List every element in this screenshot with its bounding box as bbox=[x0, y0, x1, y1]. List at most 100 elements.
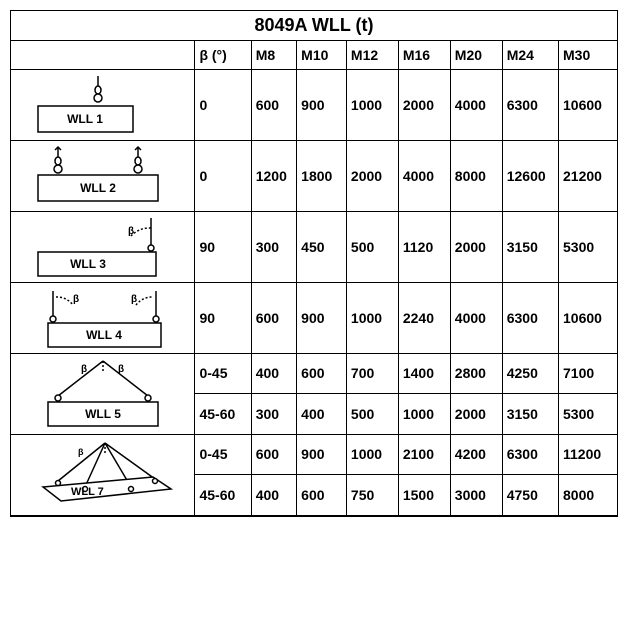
value-cell: 750 bbox=[346, 475, 398, 516]
value-cell: 500 bbox=[346, 394, 398, 435]
value-cell: 21200 bbox=[559, 140, 618, 211]
value-cell: 3150 bbox=[502, 211, 558, 282]
table-row: WLL 1 0600900100020004000630010600 bbox=[11, 69, 617, 140]
value-cell: 4000 bbox=[450, 282, 502, 353]
value-cell: 400 bbox=[251, 353, 296, 394]
value-cell: 500 bbox=[346, 211, 398, 282]
diagram-cell: WLL 5 β β bbox=[11, 353, 195, 434]
value-cell: 1800 bbox=[297, 140, 347, 211]
value-cell: 6300 bbox=[502, 69, 558, 140]
value-cell: 600 bbox=[297, 353, 347, 394]
svg-text:β: β bbox=[118, 364, 124, 375]
beta-cell: 45-60 bbox=[195, 475, 251, 516]
value-cell: 2000 bbox=[450, 394, 502, 435]
value-cell: 2240 bbox=[398, 282, 450, 353]
svg-text:β: β bbox=[131, 294, 137, 305]
value-cell: 300 bbox=[251, 211, 296, 282]
svg-text:WLL 7: WLL 7 bbox=[71, 486, 104, 498]
table-row: WLL 2 0120018002000400080001260021200 bbox=[11, 140, 617, 211]
value-cell: 1120 bbox=[398, 211, 450, 282]
header-col: M16 bbox=[398, 41, 450, 69]
value-cell: 2100 bbox=[398, 434, 450, 475]
value-cell: 10600 bbox=[559, 282, 618, 353]
value-cell: 900 bbox=[297, 434, 347, 475]
value-cell: 400 bbox=[251, 475, 296, 516]
table-row: WLL 7β0-45600900100021004200630011200 bbox=[11, 434, 617, 475]
value-cell: 600 bbox=[297, 475, 347, 516]
diagram-cell: WLL 1 bbox=[11, 69, 195, 140]
value-cell: 7100 bbox=[559, 353, 618, 394]
value-cell: 1400 bbox=[398, 353, 450, 394]
value-cell: 11200 bbox=[559, 434, 618, 475]
header-col: M12 bbox=[346, 41, 398, 69]
value-cell: 2000 bbox=[346, 140, 398, 211]
value-cell: 1200 bbox=[251, 140, 296, 211]
value-cell: 2800 bbox=[450, 353, 502, 394]
diagram-cell: WLL 2 bbox=[11, 140, 195, 211]
svg-text:WLL 5: WLL 5 bbox=[85, 407, 121, 421]
beta-cell: 90 bbox=[195, 282, 251, 353]
value-cell: 5300 bbox=[559, 394, 618, 435]
header-diagram bbox=[11, 41, 195, 69]
value-cell: 2000 bbox=[450, 211, 502, 282]
svg-text:WLL 2: WLL 2 bbox=[80, 181, 116, 195]
svg-text:WLL 3: WLL 3 bbox=[70, 257, 106, 271]
table-row: WLL 3 β 903004505001120200031505300 bbox=[11, 211, 617, 282]
header-col: M20 bbox=[450, 41, 502, 69]
value-cell: 8000 bbox=[559, 475, 618, 516]
table-row: WLL 4 β β 90600900100022404000630010600 bbox=[11, 282, 617, 353]
value-cell: 1000 bbox=[346, 69, 398, 140]
diagram-cell: WLL 7 β bbox=[11, 434, 195, 515]
value-cell: 600 bbox=[251, 282, 296, 353]
value-cell: 1500 bbox=[398, 475, 450, 516]
value-cell: 3000 bbox=[450, 475, 502, 516]
value-cell: 4250 bbox=[502, 353, 558, 394]
wll-table: β (°)M8M10M12M16M20M24M30 WLL 1060090010… bbox=[11, 41, 617, 516]
svg-text:β: β bbox=[128, 226, 134, 237]
value-cell: 1000 bbox=[346, 282, 398, 353]
value-cell: 900 bbox=[297, 282, 347, 353]
beta-cell: 0 bbox=[195, 69, 251, 140]
value-cell: 10600 bbox=[559, 69, 618, 140]
value-cell: 12600 bbox=[502, 140, 558, 211]
beta-cell: 0-45 bbox=[195, 353, 251, 394]
value-cell: 4000 bbox=[450, 69, 502, 140]
header-col: M8 bbox=[251, 41, 296, 69]
value-cell: 6300 bbox=[502, 282, 558, 353]
header-col: M30 bbox=[559, 41, 618, 69]
diagram-cell: WLL 4 β β bbox=[11, 282, 195, 353]
beta-cell: 45-60 bbox=[195, 394, 251, 435]
value-cell: 700 bbox=[346, 353, 398, 394]
header-col: β (°) bbox=[195, 41, 251, 69]
value-cell: 8000 bbox=[450, 140, 502, 211]
value-cell: 2000 bbox=[398, 69, 450, 140]
header-col: M24 bbox=[502, 41, 558, 69]
value-cell: 4000 bbox=[398, 140, 450, 211]
value-cell: 1000 bbox=[346, 434, 398, 475]
value-cell: 4750 bbox=[502, 475, 558, 516]
svg-text:WLL 1: WLL 1 bbox=[67, 112, 103, 126]
value-cell: 600 bbox=[251, 69, 296, 140]
value-cell: 4200 bbox=[450, 434, 502, 475]
beta-cell: 0 bbox=[195, 140, 251, 211]
value-cell: 450 bbox=[297, 211, 347, 282]
beta-cell: 90 bbox=[195, 211, 251, 282]
value-cell: 600 bbox=[251, 434, 296, 475]
table-row: WLL 5ββ0-454006007001400280042507100 bbox=[11, 353, 617, 394]
svg-text:β: β bbox=[78, 447, 84, 457]
table-title: 8049A WLL (t) bbox=[11, 11, 617, 41]
diagram-cell: WLL 3 β bbox=[11, 211, 195, 282]
value-cell: 900 bbox=[297, 69, 347, 140]
beta-cell: 0-45 bbox=[195, 434, 251, 475]
header-col: M10 bbox=[297, 41, 347, 69]
value-cell: 400 bbox=[297, 394, 347, 435]
svg-text:WLL 4: WLL 4 bbox=[86, 328, 122, 342]
value-cell: 6300 bbox=[502, 434, 558, 475]
value-cell: 1000 bbox=[398, 394, 450, 435]
svg-text:β: β bbox=[73, 294, 79, 305]
table-container: 8049A WLL (t) β (°)M8M10M12M16M20M24M30 … bbox=[10, 10, 618, 517]
svg-text:β: β bbox=[81, 364, 87, 375]
value-cell: 5300 bbox=[559, 211, 618, 282]
value-cell: 300 bbox=[251, 394, 296, 435]
value-cell: 3150 bbox=[502, 394, 558, 435]
